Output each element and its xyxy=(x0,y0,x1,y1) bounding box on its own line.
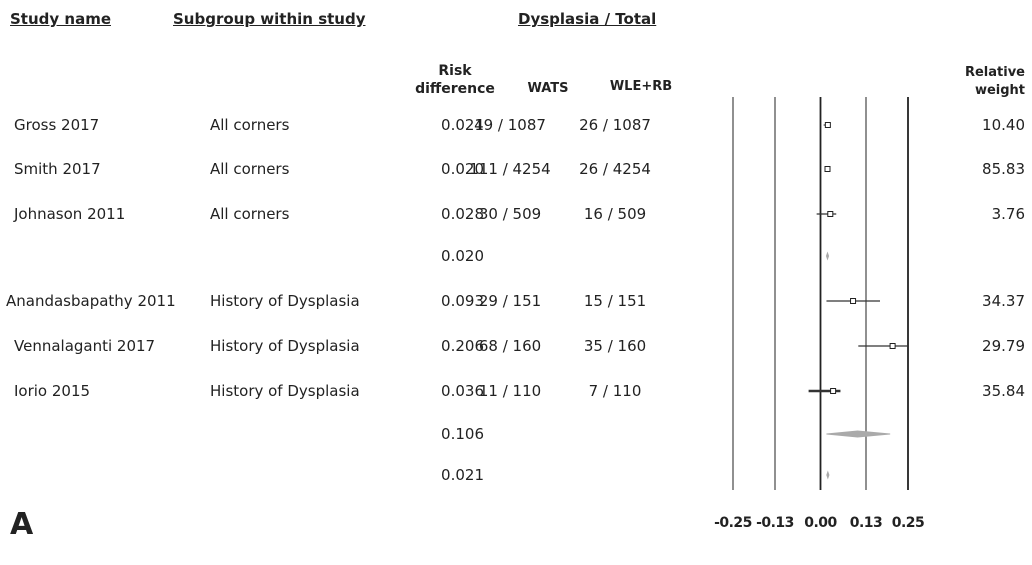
summary-diamond xyxy=(826,470,830,480)
header-study: Study name xyxy=(10,10,111,28)
wle-count: 26 / 1087 xyxy=(579,116,651,134)
wats-count: 30 / 509 xyxy=(478,205,542,223)
point-estimate xyxy=(830,388,837,394)
summary-diamond xyxy=(825,251,830,261)
wle-count: 15 / 151 xyxy=(583,292,647,310)
wle-count: 7 / 110 xyxy=(588,382,642,400)
effect-label: 0.020 xyxy=(441,160,484,178)
wats-count: 11 / 110 xyxy=(478,382,542,400)
subgroup: History of Dysplasia xyxy=(210,337,360,355)
wle-count: 16 / 509 xyxy=(583,205,647,223)
header-subgroup: Subgroup within study xyxy=(173,10,366,28)
weight-label: 3.76 xyxy=(991,205,1025,223)
wats-count: 111 / 4254 xyxy=(469,160,551,178)
wle-count: 35 / 160 xyxy=(583,337,647,355)
weight-label: 85.83 xyxy=(982,160,1025,178)
header-wats: WATS xyxy=(527,81,569,96)
study-name: Johnason 2011 xyxy=(14,205,126,223)
effect-label: 0.206 xyxy=(441,337,484,355)
effect-label: 0.106 xyxy=(441,425,484,443)
summary-diamond xyxy=(826,430,891,438)
panel-label: A xyxy=(10,507,34,542)
header-wle: WLE+RB xyxy=(609,79,673,94)
study-name: Smith 2017 xyxy=(14,160,101,178)
point-estimate xyxy=(824,122,831,128)
effect-label: 0.028 xyxy=(441,205,484,223)
study-name: Anandasbapathy 2011 xyxy=(6,292,176,310)
header-weight: Relative weight xyxy=(964,65,1025,98)
study-name: Iorio 2015 xyxy=(14,382,91,400)
effect-label: 0.021 xyxy=(441,116,484,134)
wle-count: 26 / 4254 xyxy=(579,160,651,178)
x-tick-label: 0.00 xyxy=(804,515,837,531)
effect-label: 0.093 xyxy=(441,292,484,310)
weight-label: 35.84 xyxy=(982,382,1025,400)
subgroup: History of Dysplasia xyxy=(210,292,360,310)
wats-count: 29 / 151 xyxy=(478,292,542,310)
effect-label: 0.021 xyxy=(441,466,484,484)
subgroup: History of Dysplasia xyxy=(210,382,360,400)
subgroup: All corners xyxy=(210,205,290,223)
subgroup: All corners xyxy=(210,116,290,134)
weight-label: 29.79 xyxy=(982,337,1025,355)
effect-label: 0.036 xyxy=(441,382,484,400)
subgroup: All corners xyxy=(210,160,290,178)
effect-label: 0.020 xyxy=(441,247,484,265)
header-effect: Risk difference xyxy=(415,63,495,97)
wats-count: 49 / 1087 xyxy=(474,116,546,134)
x-tick-label: -0.25 xyxy=(714,515,752,531)
point-estimate xyxy=(827,211,834,217)
weight-label: 10.40 xyxy=(982,116,1025,134)
x-tick-label: 0.13 xyxy=(849,515,883,531)
study-name: Vennalaganti 2017 xyxy=(14,337,156,355)
wats-count: 68 / 160 xyxy=(478,337,542,355)
header-group: Dysplasia / Total xyxy=(518,10,657,28)
point-estimate xyxy=(850,298,857,304)
x-tick-label: -0.13 xyxy=(756,515,794,531)
point-estimate xyxy=(889,343,896,349)
weight-label: 34.37 xyxy=(982,292,1025,310)
study-name: Gross 2017 xyxy=(14,116,100,134)
x-tick-label: 0.25 xyxy=(891,515,925,531)
point-estimate xyxy=(824,166,831,172)
